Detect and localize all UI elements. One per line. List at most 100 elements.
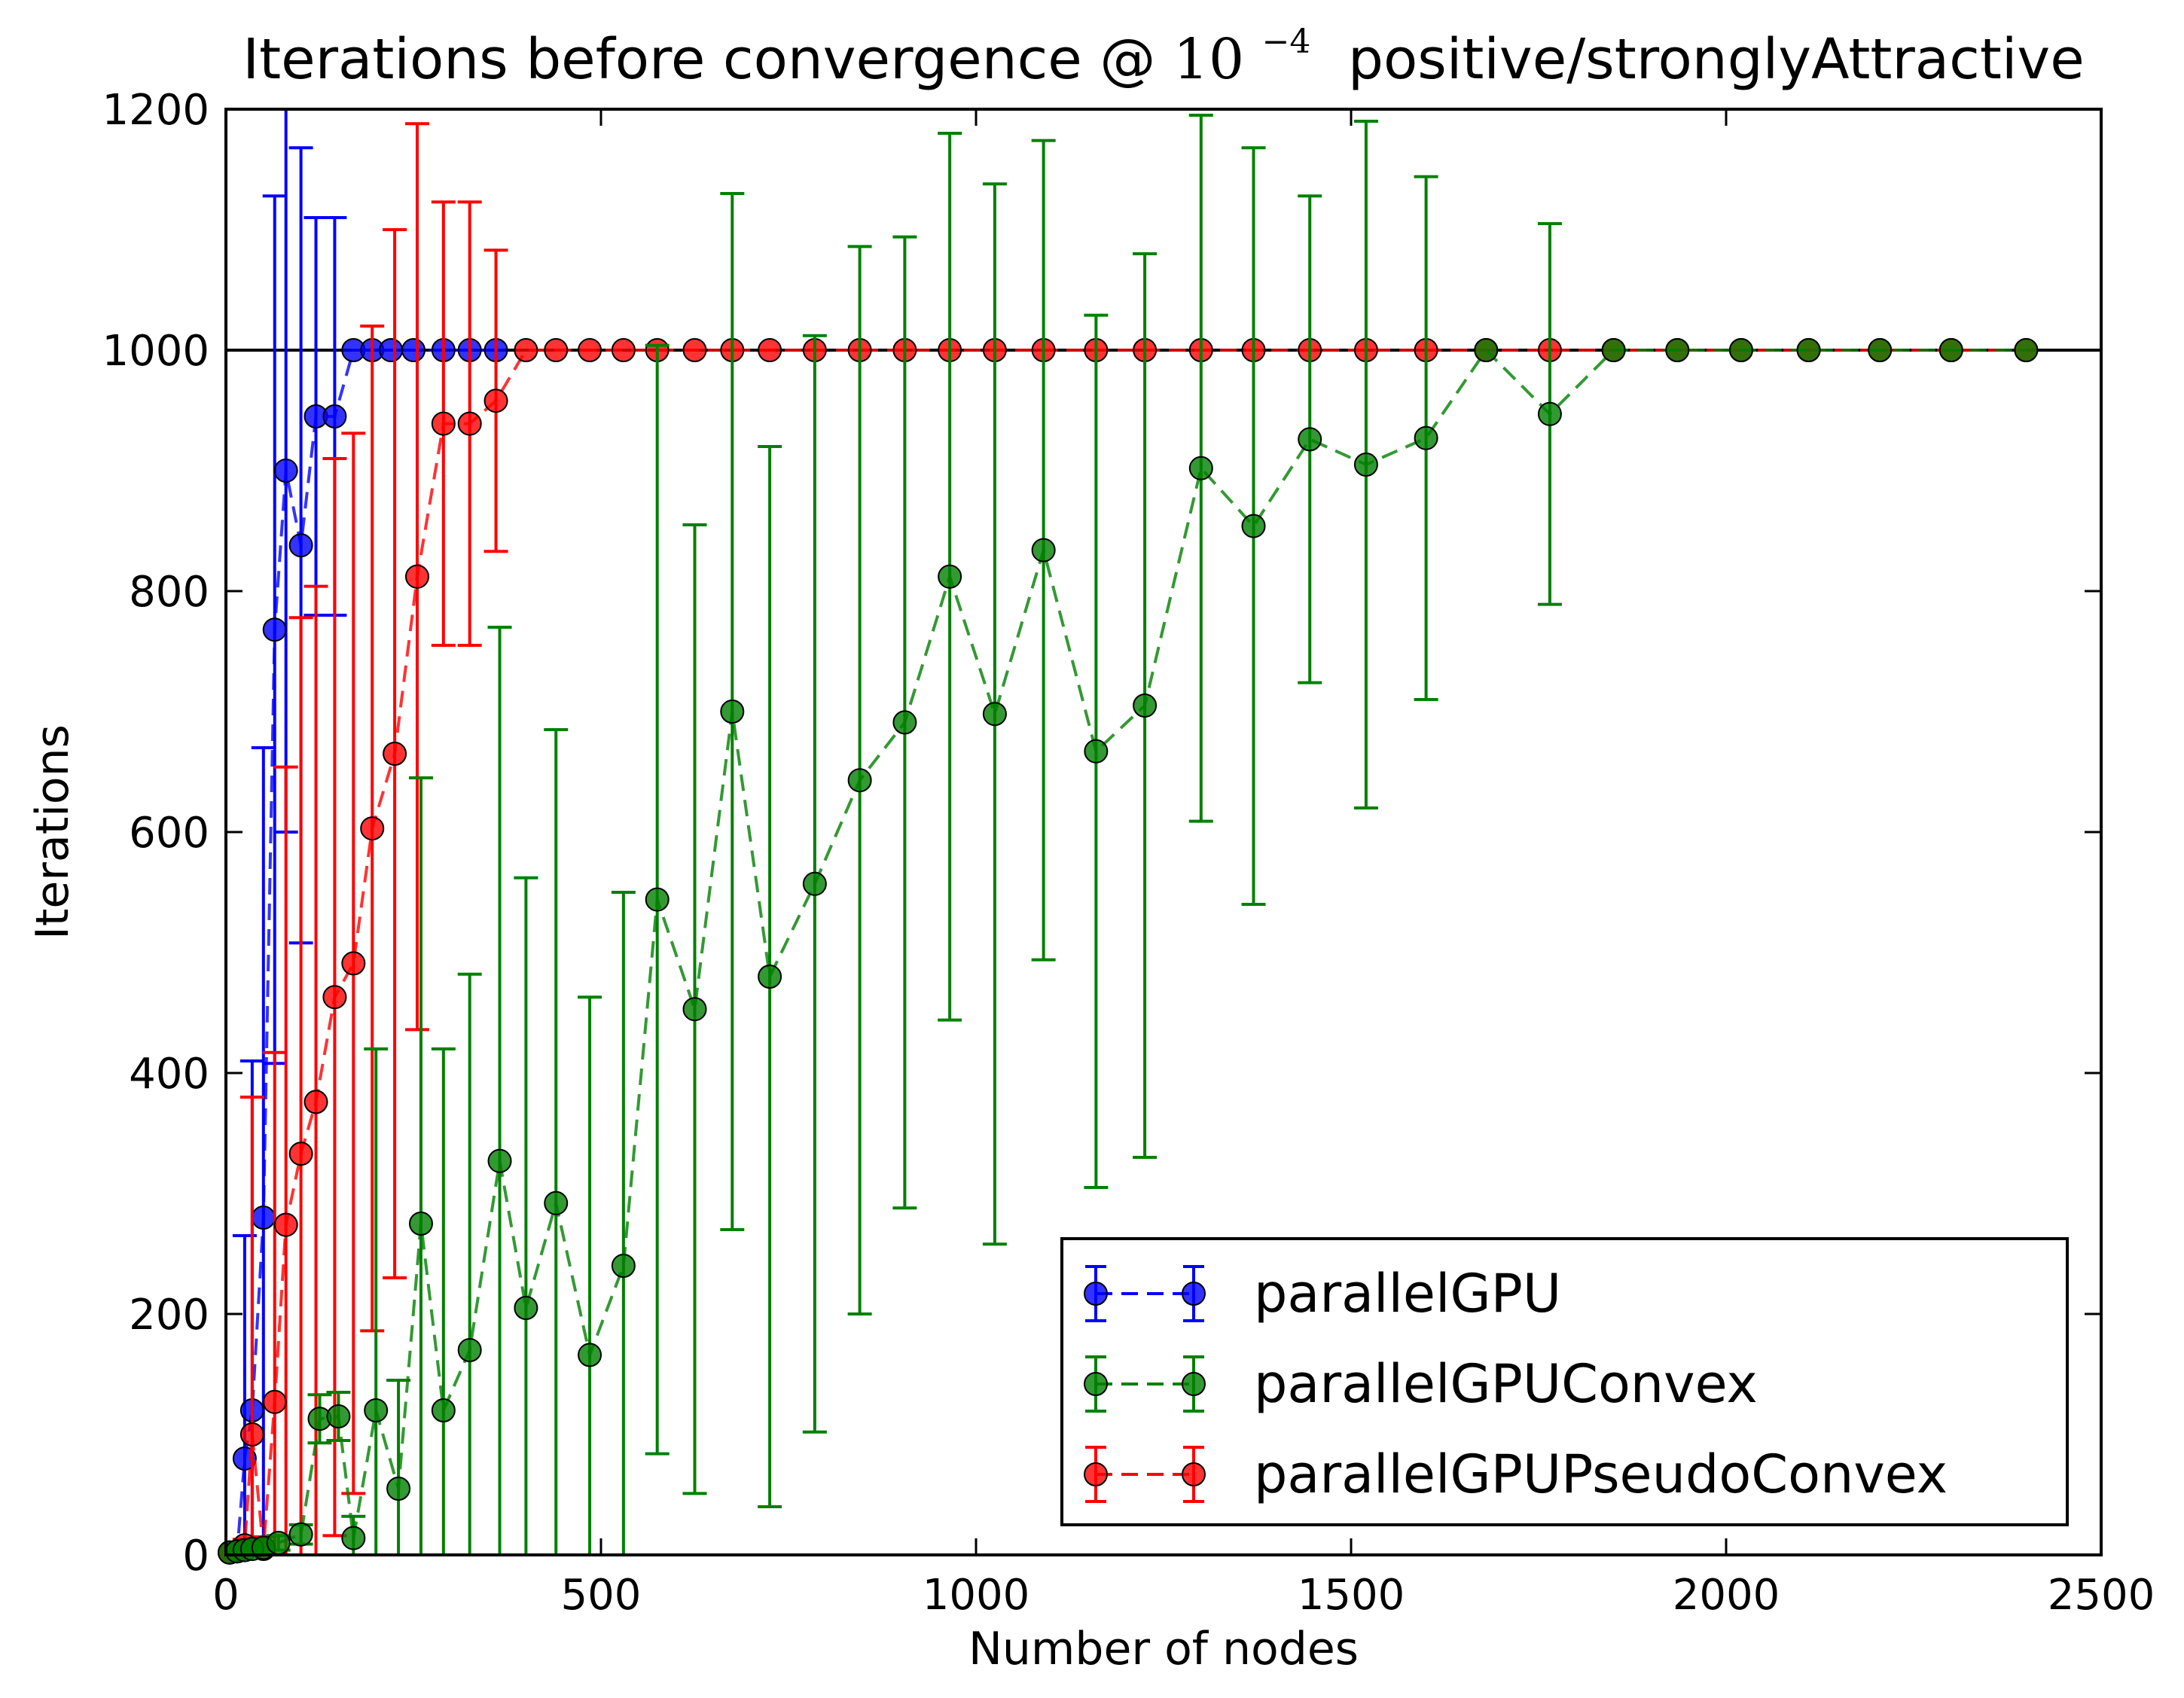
data-point: [364, 1398, 389, 1422]
data-point: [239, 1422, 264, 1447]
data-point: [611, 338, 636, 362]
data-point: [401, 338, 426, 362]
data-point: [1938, 338, 1963, 362]
data-point: [487, 1148, 512, 1173]
chart-title: Iterations before convergence @ 10 −4 po…: [242, 2, 2084, 92]
data-point: [457, 1338, 482, 1362]
x-tick-label: 2500: [2048, 1571, 2155, 1620]
data-point: [483, 389, 508, 413]
x-tick-label: 1500: [1298, 1571, 1405, 1620]
data-point: [578, 338, 602, 362]
data-point: [1031, 538, 1056, 562]
data-point: [288, 1142, 313, 1166]
data-point: [1133, 694, 1158, 718]
data-point: [273, 459, 298, 483]
data-point: [288, 533, 313, 558]
legend-marker: [1182, 1372, 1206, 1396]
legend-label: parallelGPUConvex: [1254, 1353, 1758, 1415]
data-point: [720, 700, 745, 724]
data-point: [1796, 338, 1821, 362]
data-point: [1601, 338, 1626, 362]
legend-marker: [1084, 1372, 1108, 1396]
data-point: [645, 887, 670, 912]
legend-entry: parallelGPUConvex: [1084, 1353, 1758, 1415]
data-point: [1188, 456, 1213, 480]
data-point: [304, 1090, 328, 1114]
data-point: [341, 951, 366, 976]
data-point: [938, 564, 962, 589]
data-point: [1084, 739, 1109, 764]
ticks-layer: 0 500 1000 1500 2000 2500 0 200 400 600 800 1000 120…: [102, 86, 2155, 1620]
data-point: [457, 411, 482, 436]
data-point: [982, 702, 1007, 727]
data-point: [262, 1389, 287, 1414]
y-tick-label: 600: [129, 809, 209, 858]
data-point: [1414, 425, 1438, 450]
data-point: [386, 1477, 411, 1501]
data-point: [2014, 338, 2039, 362]
y-tick-label: 400: [129, 1050, 209, 1099]
chart-title-rest: positive/stronglyAttractive: [1348, 27, 2085, 92]
data-point: [404, 564, 429, 589]
data-point: [544, 338, 569, 362]
legend-marker: [1182, 1282, 1206, 1306]
data-point: [544, 1190, 569, 1215]
y-tick-label: 1000: [102, 327, 209, 376]
data-point: [322, 985, 347, 1010]
x-tick-label: 0: [212, 1571, 239, 1620]
legend-label: parallelGPUPseudoConvex: [1254, 1443, 1948, 1505]
data-point: [251, 1206, 276, 1230]
data-point: [892, 710, 917, 735]
series-parallelGPUConvex: [217, 114, 2039, 1565]
data-point: [682, 338, 707, 362]
chart-title-math-exponent: −4: [1262, 23, 1311, 61]
data-point: [758, 338, 782, 362]
data-point: [1241, 514, 1266, 538]
data-point: [847, 768, 872, 793]
legend-entries: parallelGPU parallelGPUConvex parallelGPUP…: [1084, 1263, 1948, 1505]
data-point: [431, 1398, 456, 1422]
data-point: [514, 1296, 538, 1320]
data-point: [341, 1526, 366, 1550]
data-point: [1537, 401, 1562, 426]
legend-label: parallelGPU: [1254, 1263, 1561, 1325]
legend-entry: parallelGPU: [1084, 1263, 1561, 1325]
legend: parallelGPU parallelGPUConvex parallelGPUP…: [1060, 1237, 2069, 1526]
data-point: [383, 742, 407, 766]
data-point: [408, 1212, 433, 1236]
data-point: [1665, 338, 1690, 362]
data-point: [326, 1404, 351, 1428]
legend-marker: [1084, 1282, 1108, 1306]
legend-marker: [1084, 1462, 1108, 1486]
data-point: [288, 1522, 313, 1547]
legend-entry: parallelGPUPseudoConvex: [1084, 1443, 1948, 1505]
data-point: [360, 816, 385, 841]
y-tick-label: 1200: [102, 86, 209, 135]
data-point: [514, 338, 538, 362]
data-point: [262, 617, 287, 642]
data-point: [379, 338, 404, 362]
data-point: [431, 411, 456, 436]
chart-title-math-base: 10: [1173, 27, 1244, 92]
data-point: [322, 404, 347, 428]
data-point: [682, 997, 707, 1022]
x-tick-label: 1000: [923, 1571, 1030, 1620]
y-tick-label: 0: [182, 1532, 209, 1581]
data-point: [611, 1254, 636, 1278]
data-point: [1474, 338, 1499, 362]
series-line: [229, 349, 2027, 1554]
y-tick-label: 200: [129, 1291, 209, 1340]
series-layer: [217, 108, 2039, 1565]
legend-frame: [1060, 1237, 2069, 1526]
data-point: [1868, 338, 1893, 362]
x-axis-label: Number of nodes: [968, 1623, 1359, 1675]
data-point: [758, 965, 782, 989]
chart-title-main: Iterations before convergence @: [242, 27, 1155, 92]
y-tick-label: 800: [129, 568, 209, 617]
data-point: [1353, 453, 1378, 477]
y-axis-label: Iterations: [26, 724, 79, 940]
data-point: [273, 1212, 298, 1237]
data-point: [1298, 427, 1322, 452]
data-point: [578, 1343, 602, 1367]
